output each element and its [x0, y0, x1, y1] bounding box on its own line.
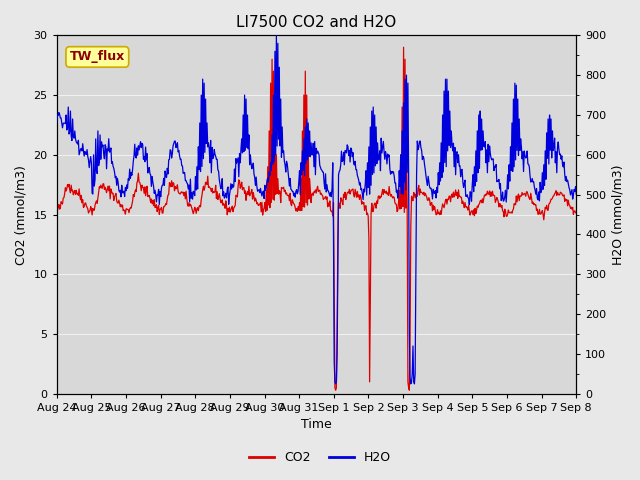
Y-axis label: CO2 (mmol/m3): CO2 (mmol/m3) [15, 165, 28, 264]
X-axis label: Time: Time [301, 419, 332, 432]
Legend: CO2, H2O: CO2, H2O [244, 446, 396, 469]
Y-axis label: H2O (mmol/m3): H2O (mmol/m3) [612, 164, 625, 265]
Text: TW_flux: TW_flux [70, 50, 125, 63]
Title: LI7500 CO2 and H2O: LI7500 CO2 and H2O [236, 15, 397, 30]
